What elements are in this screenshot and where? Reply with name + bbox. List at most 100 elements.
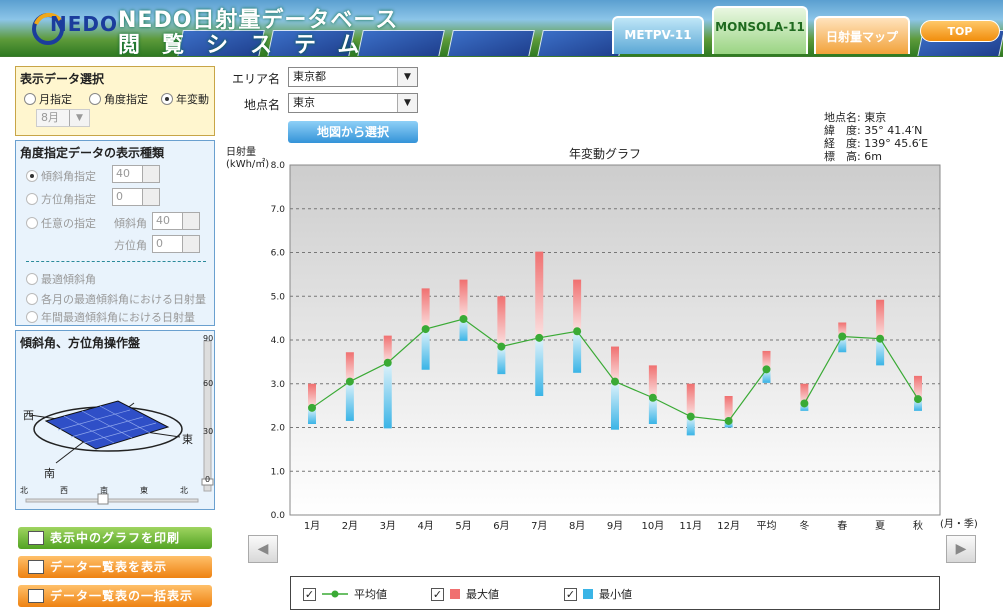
max-bar bbox=[383, 335, 392, 363]
tilt-stepper[interactable]: 40 bbox=[112, 165, 160, 183]
panel-orientation-graphic[interactable] bbox=[16, 331, 216, 511]
site-name: 地点名: 東京 bbox=[824, 111, 887, 124]
point-label: 地点名 bbox=[244, 98, 281, 112]
radio-button[interactable] bbox=[24, 93, 36, 105]
chevron-down-icon: ▼ bbox=[397, 68, 417, 86]
max-bar bbox=[421, 288, 430, 330]
y-tick-label: 1.0 bbox=[271, 467, 286, 477]
select-from-map-button[interactable]: 地図から選択 bbox=[288, 121, 418, 143]
solar-panel-decoration bbox=[447, 30, 535, 56]
south-label: 南 bbox=[44, 467, 55, 480]
avg-point bbox=[345, 377, 354, 386]
hscale-south: 南 bbox=[100, 486, 108, 495]
month-select-value: 8月 bbox=[41, 111, 59, 124]
app-header: NEDO NEDO日射量データベース 閲覧システム METPV-11 MONSO… bbox=[0, 0, 1003, 57]
radio-label: 方位角指定 bbox=[41, 193, 96, 206]
radio-label: 角度指定 bbox=[104, 93, 148, 106]
avg-point bbox=[459, 315, 468, 323]
tab-metpv[interactable]: METPV-11 bbox=[612, 16, 704, 54]
prev-arrow-button[interactable]: ◀ bbox=[248, 535, 278, 563]
panel-title: 角度指定データの表示種類 bbox=[20, 146, 165, 160]
min-bar bbox=[459, 319, 468, 341]
x-tick-label: 7月 bbox=[531, 520, 547, 532]
y-tick-label: 2.0 bbox=[271, 424, 286, 434]
app-subtitle: 閲覧システム bbox=[118, 33, 382, 57]
min-bar bbox=[611, 381, 619, 430]
radio-button[interactable] bbox=[26, 273, 38, 285]
radio-label: 月指定 bbox=[39, 93, 72, 106]
max-bar bbox=[611, 346, 619, 382]
x-tick-label: 6月 bbox=[493, 520, 509, 532]
arb-azimuth-stepper[interactable]: 0 bbox=[152, 235, 200, 253]
radio-button[interactable] bbox=[26, 217, 38, 229]
area-select[interactable]: 東京都 ▼ bbox=[288, 67, 418, 87]
radio-monthly-best[interactable]: 各月の最適傾斜角における日射量 bbox=[26, 291, 206, 307]
azimuth-stepper[interactable]: 0 bbox=[112, 188, 160, 206]
radio-button-selected[interactable] bbox=[161, 93, 173, 105]
x-tick-label: 平均 bbox=[757, 520, 777, 532]
max-bar bbox=[345, 352, 354, 382]
app-title: NEDO日射量データベース bbox=[118, 8, 399, 33]
radio-arbitrary[interactable]: 任意の指定 bbox=[26, 215, 96, 231]
show-table-button[interactable]: データ一覧表を表示 bbox=[18, 556, 212, 578]
site-longitude: 経 度: 139° 45.6′E bbox=[824, 137, 929, 150]
x-tick-label: 9月 bbox=[607, 520, 623, 532]
print-graph-button[interactable]: 表示中のグラフを印刷 bbox=[18, 527, 212, 549]
radio-label: 傾斜角指定 bbox=[41, 170, 96, 183]
display-data-panel: 表示データ選択 月指定 角度指定 年変動 8月 ▼ bbox=[15, 66, 215, 136]
avg-point bbox=[686, 412, 695, 421]
radio-button[interactable] bbox=[26, 311, 38, 323]
avg-point bbox=[724, 416, 733, 425]
west-label: 西 bbox=[23, 409, 34, 422]
area-label: エリア名 bbox=[232, 72, 281, 86]
checkbox-checked[interactable]: ✓ bbox=[303, 587, 316, 601]
x-tick-label: 2月 bbox=[342, 520, 358, 532]
top-button[interactable]: TOP bbox=[920, 20, 1000, 42]
radio-button[interactable] bbox=[26, 293, 38, 305]
radio-month[interactable]: 月指定 bbox=[24, 91, 72, 107]
tab-radiation-map[interactable]: 日射量マップ bbox=[814, 16, 910, 54]
next-arrow-button[interactable]: ▶ bbox=[946, 535, 976, 563]
min-bar bbox=[383, 362, 392, 429]
month-select[interactable]: 8月 ▼ bbox=[36, 109, 90, 127]
avg-line-swatch bbox=[322, 590, 348, 598]
logo-text: NEDO bbox=[50, 12, 119, 36]
min-swatch bbox=[583, 589, 593, 599]
legend-max[interactable]: ✓ 最大値 bbox=[431, 586, 499, 602]
radio-button[interactable] bbox=[26, 170, 38, 182]
legend-avg[interactable]: ✓ 平均値 bbox=[303, 586, 387, 602]
radio-azimuth[interactable]: 方位角指定 bbox=[26, 191, 96, 207]
arb-tilt-stepper[interactable]: 40 bbox=[152, 212, 200, 230]
checkbox-checked[interactable]: ✓ bbox=[431, 587, 444, 601]
legend-min[interactable]: ✓ 最小値 bbox=[564, 586, 632, 602]
x-tick-label: 10月 bbox=[642, 520, 665, 532]
checkbox-checked[interactable]: ✓ bbox=[564, 587, 577, 601]
radio-annual[interactable]: 年変動 bbox=[161, 91, 209, 107]
x-tick-label: 夏 bbox=[875, 520, 885, 532]
radio-best-tilt[interactable]: 最適傾斜角 bbox=[26, 271, 96, 287]
y-tick-label: 6.0 bbox=[271, 249, 286, 259]
point-select-value: 東京 bbox=[293, 96, 315, 109]
chevron-down-icon: ▼ bbox=[397, 94, 417, 112]
point-select[interactable]: 東京 ▼ bbox=[288, 93, 418, 113]
avg-point bbox=[573, 327, 582, 336]
radio-angle[interactable]: 角度指定 bbox=[89, 91, 148, 107]
table-icon bbox=[28, 589, 44, 603]
min-bar bbox=[308, 407, 316, 424]
hscale-west: 西 bbox=[60, 486, 68, 495]
radio-tilt[interactable]: 傾斜角指定 bbox=[26, 168, 96, 184]
max-bar bbox=[914, 375, 922, 400]
hscale-north2: 北 bbox=[180, 486, 188, 495]
max-bar bbox=[535, 251, 544, 338]
area-select-value: 東京都 bbox=[293, 70, 326, 83]
panel-title: 表示データ選択 bbox=[20, 72, 105, 86]
tab-monsola[interactable]: MONSOLA-11 bbox=[712, 6, 808, 54]
radio-button[interactable] bbox=[26, 193, 38, 205]
radio-label: 任意の指定 bbox=[41, 217, 96, 230]
avg-point bbox=[535, 333, 544, 342]
site-elevation: 標 高: 6m bbox=[824, 150, 882, 163]
show-all-tables-button[interactable]: データ一覧表の一括表示 bbox=[18, 585, 212, 607]
radio-button[interactable] bbox=[89, 93, 101, 105]
radio-annual-best[interactable]: 年間最適傾斜角における日射量 bbox=[26, 309, 195, 325]
min-bar bbox=[876, 338, 885, 366]
